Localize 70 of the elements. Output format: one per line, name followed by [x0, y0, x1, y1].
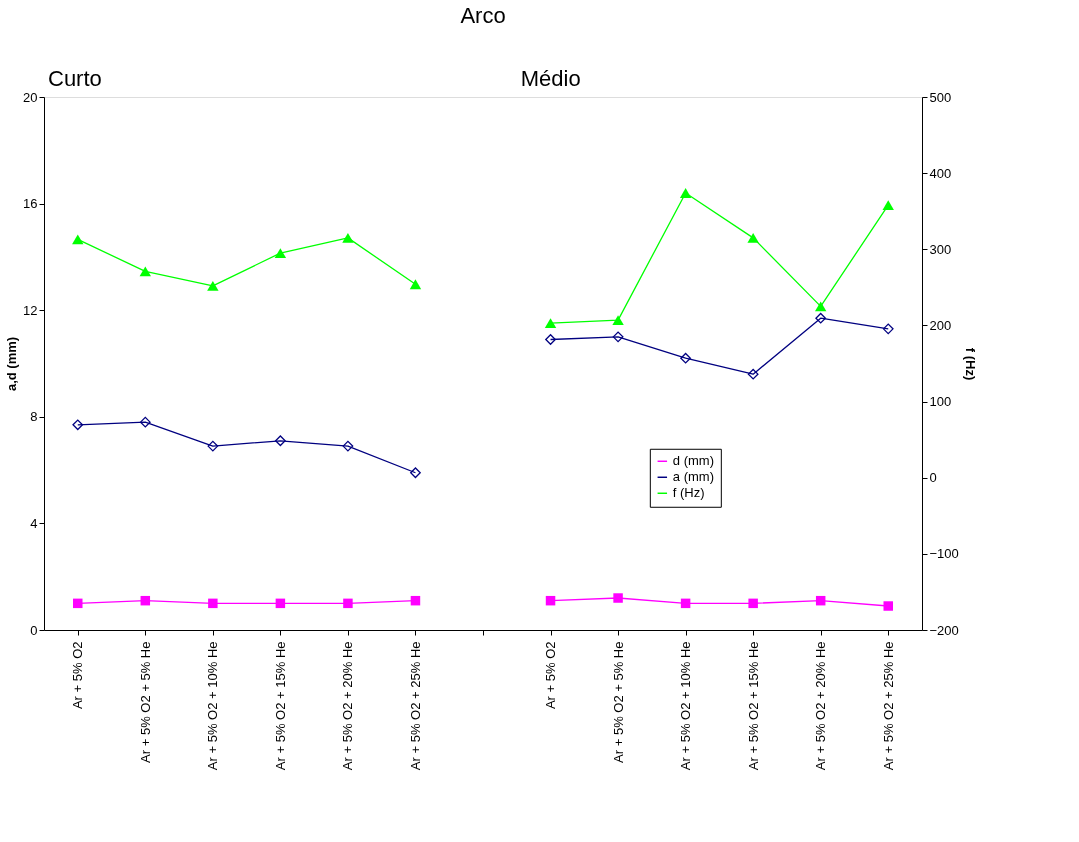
- point: [73, 598, 83, 609]
- x-tick-label: Ar + 5% O2 + 15% He: [272, 641, 288, 771]
- legend-label: f (Hz): [672, 485, 705, 501]
- point: [274, 435, 286, 447]
- point: [342, 232, 354, 243]
- x-tick-label: Ar + 5% O2: [543, 641, 559, 710]
- x-tick-label: Ar + 5% O2 + 25% He: [407, 641, 423, 771]
- y-tick-label: 16: [23, 196, 38, 212]
- point: [409, 279, 422, 290]
- y2-tick-label: 400: [929, 165, 952, 181]
- legend-label: d (mm): [672, 453, 714, 469]
- point: [545, 595, 556, 606]
- x-tick-label: Ar + 5% O2 + 15% He: [745, 641, 761, 771]
- point: [139, 266, 152, 277]
- point: [544, 318, 557, 329]
- point: [342, 440, 354, 452]
- point: [815, 595, 826, 606]
- point: [748, 598, 758, 609]
- point: [72, 234, 84, 245]
- point: [612, 315, 624, 326]
- point: [612, 331, 624, 343]
- point: [883, 601, 893, 611]
- point: [139, 416, 151, 428]
- y-tick-label: 0: [30, 622, 38, 638]
- x-tick-label: Ar + 5% O2 + 10% He: [205, 641, 221, 771]
- y2-tick-label: 100: [929, 394, 952, 410]
- point: [747, 232, 759, 243]
- point: [747, 368, 759, 380]
- point: [680, 352, 692, 364]
- point: [208, 598, 218, 609]
- y2-tick-label: −200: [929, 622, 959, 638]
- y2-tick-label: 0: [929, 470, 937, 486]
- x-tick-label: Ar + 5% O2 + 10% He: [678, 641, 694, 771]
- y-tick-label: 12: [23, 302, 38, 318]
- point: [814, 301, 827, 312]
- point: [679, 188, 692, 198]
- y-tick-label: 4: [30, 515, 38, 531]
- x-tick-label: Ar + 5% O2 + 25% He: [880, 641, 896, 771]
- x-tick-label: Ar + 5% O2 + 20% He: [813, 641, 829, 771]
- point: [410, 595, 421, 606]
- x-tick-label: Ar + 5% O2 + 5% He: [137, 641, 153, 763]
- point: [207, 280, 219, 291]
- point: [207, 440, 219, 452]
- point: [410, 467, 421, 479]
- point: [815, 312, 827, 324]
- point: [275, 598, 286, 609]
- y-axis-title: a,d (mm): [4, 336, 20, 392]
- point: [343, 598, 353, 609]
- y2-tick-label: 200: [929, 317, 952, 333]
- chart-title: Arco: [460, 3, 506, 28]
- x-tick-label: Ar + 5% O2 + 20% He: [340, 641, 356, 771]
- x-tick-label: Ar + 5% O2 + 5% He: [610, 641, 626, 763]
- point: [72, 419, 84, 431]
- point: [882, 323, 894, 335]
- point: [613, 593, 623, 603]
- y2-axis-title: f (Hz): [962, 347, 978, 381]
- y-tick-label: 20: [23, 89, 38, 105]
- y2-tick-label: −100: [929, 546, 959, 562]
- point: [545, 334, 556, 345]
- point: [680, 598, 691, 609]
- legend-label: a (mm): [672, 469, 714, 485]
- point: [882, 200, 894, 211]
- text: Médio: [520, 66, 581, 91]
- x-tick-label: Ar + 5% O2: [70, 641, 86, 710]
- point: [140, 595, 151, 606]
- y2-tick-label: 300: [929, 241, 952, 257]
- text: Curto: [48, 66, 102, 91]
- y2-tick-label: 500: [929, 89, 952, 105]
- y-tick-label: 8: [30, 409, 38, 425]
- point: [274, 248, 287, 259]
